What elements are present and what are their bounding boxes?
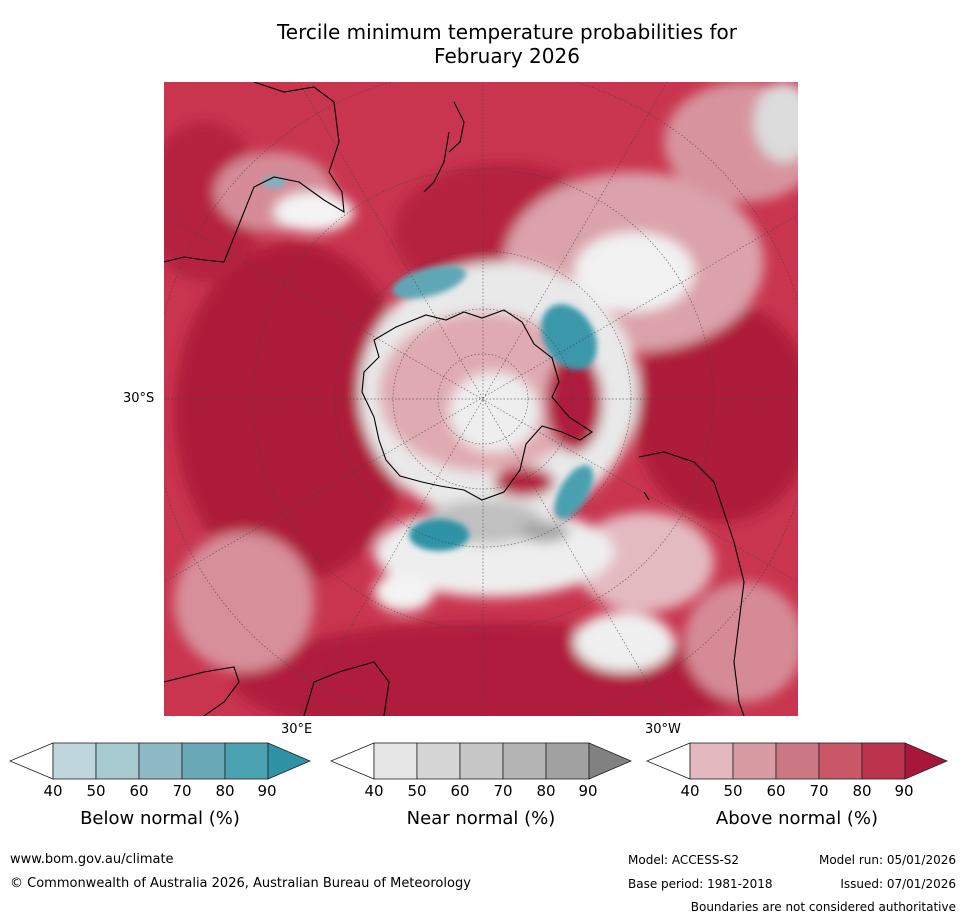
tick-label: 40 <box>680 782 700 800</box>
colorbar-above-label: Above normal (%) <box>715 808 879 829</box>
tick-label: 40 <box>364 782 384 800</box>
tick-label: 50 <box>86 782 106 800</box>
tick-label: 40 <box>43 782 63 800</box>
colorbar-extend-low <box>329 742 375 780</box>
tick-label: 50 <box>723 782 743 800</box>
colorbar-below-normal <box>8 742 312 780</box>
colorbar-swatch <box>545 742 590 780</box>
tick-label: 70 <box>493 782 513 800</box>
tick-label: 60 <box>766 782 786 800</box>
lon-label-30e: 30°E <box>281 722 313 737</box>
tick-label: 70 <box>809 782 829 800</box>
new-zealand-south <box>423 131 450 193</box>
colorbar-swatch <box>459 742 504 780</box>
probability-map <box>164 82 798 716</box>
antarctica-coast <box>361 309 593 501</box>
base-period: Base period: 1981-2018 <box>628 877 773 891</box>
colorbar-swatch <box>818 742 863 780</box>
colorbar-below-label: Below normal (%) <box>80 808 240 829</box>
copyright-text: © Commonwealth of Australia 2026, Austra… <box>10 876 471 891</box>
issued-date: Issued: 07/01/2026 <box>840 877 956 891</box>
colorbar-swatch <box>775 742 820 780</box>
colorbar-above-normal <box>645 742 949 780</box>
coastlines <box>164 82 745 716</box>
colorbar-swatch <box>689 742 734 780</box>
colorbar-swatch <box>373 742 418 780</box>
title-line-1: Tercile minimum temperature probabilitie… <box>276 20 738 44</box>
tick-label: 90 <box>257 782 277 800</box>
lon-label-30w: 30°W <box>645 722 681 737</box>
colorbar-near-normal <box>329 742 633 780</box>
colorbar-swatch <box>138 742 183 780</box>
australia-coast <box>164 82 345 263</box>
colorbar-near-label: Near normal (%) <box>406 808 556 829</box>
below-normal-patches <box>262 176 597 551</box>
colorbar-above-normal-swatches <box>645 742 949 780</box>
tick-label: 90 <box>578 782 598 800</box>
title-line-2: February 2026 <box>434 44 580 68</box>
colorbar-swatch <box>224 742 269 780</box>
madagascar-coast <box>303 661 390 716</box>
lat-label-30s: 30°S <box>123 391 155 406</box>
boundaries-disclaimer: Boundaries are not considered authoritat… <box>690 900 956 914</box>
model-name: Model: ACCESS-S2 <box>628 853 740 867</box>
map-canvas <box>164 82 798 716</box>
tick-label: 60 <box>450 782 470 800</box>
colorbar-extend-high <box>904 742 949 780</box>
colorbar-below-normal-swatches <box>8 742 312 780</box>
tick-label: 90 <box>894 782 914 800</box>
colorbar-swatch <box>95 742 140 780</box>
colorbar-swatch <box>502 742 547 780</box>
colorbar-extend-high <box>267 742 312 780</box>
colorbar-swatch <box>52 742 97 780</box>
new-zealand-north <box>448 101 465 153</box>
falklands-coast <box>643 491 650 501</box>
tick-label: 80 <box>852 782 872 800</box>
model-run-date: Model run: 05/01/2026 <box>818 853 956 867</box>
colorbar-swatch <box>416 742 461 780</box>
tick-label: 80 <box>536 782 556 800</box>
website-link[interactable]: www.bom.gov.au/climate <box>10 852 174 867</box>
graticule <box>164 82 798 716</box>
colorbar-extend-high <box>588 742 633 780</box>
colorbar-extend-low <box>645 742 691 780</box>
south-america-coast <box>638 451 745 716</box>
tick-label: 70 <box>172 782 192 800</box>
tick-label: 80 <box>215 782 235 800</box>
colorbar-near-normal-swatches <box>329 742 633 780</box>
colorbar-swatch <box>732 742 777 780</box>
africa-coast <box>164 666 240 716</box>
tick-label: 60 <box>129 782 149 800</box>
colorbar-extend-low <box>8 742 54 780</box>
colorbar-swatch <box>181 742 226 780</box>
tick-label: 50 <box>407 782 427 800</box>
map-title: Tercile minimum temperature probabilitie… <box>164 20 850 68</box>
colorbar-swatch <box>861 742 906 780</box>
